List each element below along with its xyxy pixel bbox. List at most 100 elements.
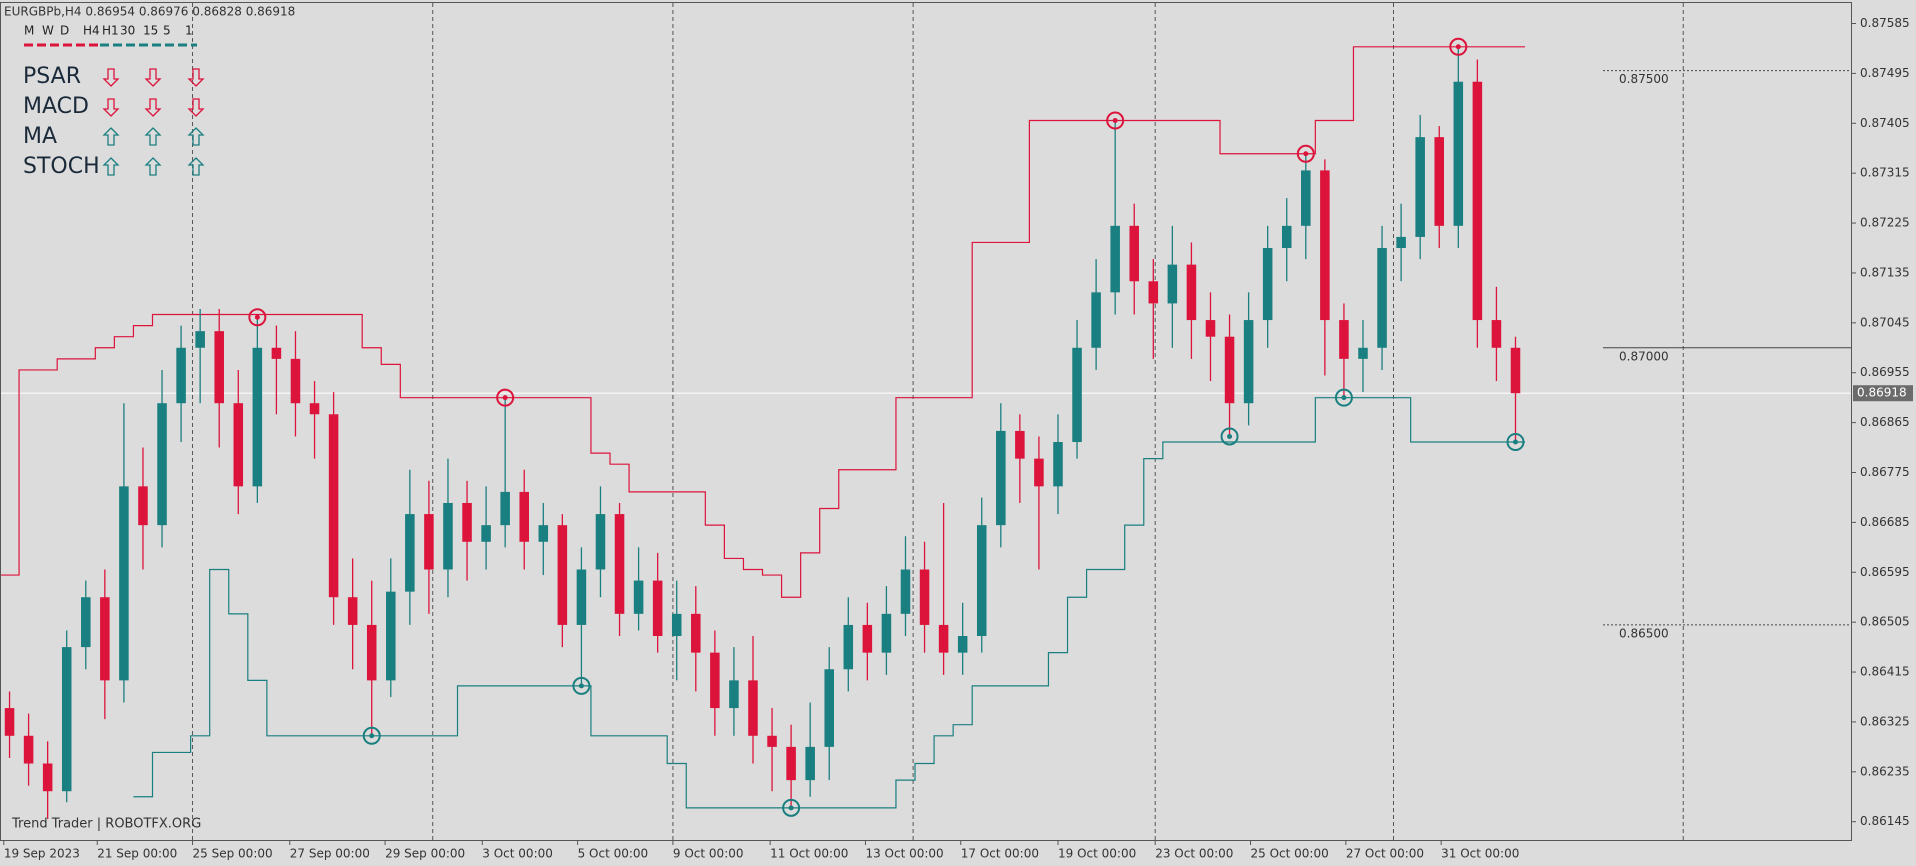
x-tick-label: 9 Oct 00:00 bbox=[673, 847, 744, 861]
signal-arrow bbox=[187, 127, 205, 146]
candle-body bbox=[1510, 347, 1521, 394]
candle-body bbox=[1224, 336, 1235, 404]
x-tick-label: 25 Oct 00:00 bbox=[1251, 847, 1329, 861]
candle-body bbox=[42, 763, 53, 792]
sell-signal bbox=[496, 388, 515, 407]
buy-signal bbox=[782, 798, 801, 817]
y-tick-label: 0.86865 bbox=[1860, 415, 1910, 429]
sell-signal bbox=[1449, 37, 1468, 56]
candle-body bbox=[1320, 170, 1330, 321]
indicator-name: PSAR bbox=[23, 64, 81, 89]
signal-arrow bbox=[144, 68, 162, 87]
y-tick-label: 0.87405 bbox=[1860, 116, 1910, 130]
candle-body bbox=[347, 597, 358, 625]
candle-body bbox=[81, 597, 91, 648]
x-tick-label: 21 Sep 00:00 bbox=[97, 847, 177, 861]
candle-body bbox=[1262, 248, 1273, 321]
signal-arrow bbox=[187, 68, 205, 87]
buy-signal-dot bbox=[1512, 439, 1518, 445]
timeframe-button[interactable]: H4 bbox=[83, 24, 100, 38]
sell-signal-dot bbox=[1303, 151, 1309, 157]
indicator-name: STOCH bbox=[23, 154, 100, 179]
candle-body bbox=[443, 502, 453, 570]
y-tick-label: 0.87315 bbox=[1860, 166, 1910, 180]
candle-body bbox=[1186, 264, 1197, 321]
y-tick-label: 0.86235 bbox=[1860, 764, 1910, 778]
candle-body bbox=[1434, 137, 1445, 226]
candle-body bbox=[309, 403, 320, 415]
symbol-line: EURGBPb,H4 0.86954 0.86976 0.86828 0.869… bbox=[4, 5, 295, 19]
candle-body bbox=[1053, 442, 1063, 487]
last-price-label: 0.86918 bbox=[1857, 386, 1907, 400]
candle-body bbox=[1205, 320, 1216, 337]
signal-arrow bbox=[144, 157, 162, 176]
x-tick-label: 29 Sep 00:00 bbox=[385, 847, 465, 861]
timeframe-button[interactable]: 15 bbox=[143, 24, 158, 38]
candle-body bbox=[1472, 81, 1483, 321]
sell-signal-dot bbox=[1455, 44, 1461, 50]
signal-arrow bbox=[102, 98, 120, 117]
last-price-box bbox=[1853, 385, 1913, 402]
x-tick-label: 5 Oct 00:00 bbox=[578, 847, 649, 861]
buy-signal bbox=[1506, 433, 1525, 452]
buy-signal bbox=[572, 676, 591, 695]
x-tick-label: 31 Oct 00:00 bbox=[1441, 847, 1519, 861]
candle-body bbox=[271, 347, 282, 359]
signal-arrow bbox=[102, 127, 120, 146]
y-tick-label: 0.86775 bbox=[1860, 465, 1910, 479]
candle-body bbox=[976, 525, 987, 637]
plot-frame bbox=[0, 2, 1852, 841]
y-tick-label: 0.87225 bbox=[1860, 216, 1910, 230]
candle-body bbox=[671, 613, 682, 637]
buy-signal bbox=[1220, 427, 1239, 446]
candle-body bbox=[1281, 225, 1292, 249]
timeframe-button[interactable]: 5 bbox=[163, 24, 171, 38]
candle-body bbox=[957, 636, 968, 653]
plot-area: 0.87585 0.87495 0.87405 0.87315 0.87225 0.871… bbox=[0, 3, 1913, 861]
signal-arrow bbox=[102, 68, 120, 87]
candle-body bbox=[500, 491, 510, 526]
candle-body bbox=[290, 358, 301, 404]
indicator-name: MA bbox=[23, 124, 57, 149]
y-tick-label: 0.87135 bbox=[1860, 265, 1910, 279]
candle-body bbox=[1301, 170, 1311, 226]
y-tick-label: 0.86325 bbox=[1860, 714, 1910, 728]
candle-body bbox=[405, 514, 415, 592]
level-label: 0.86500 bbox=[1619, 626, 1669, 640]
sell-signal-dot bbox=[1112, 118, 1118, 124]
timeframe-button[interactable]: H1 bbox=[102, 24, 119, 38]
candle-body bbox=[614, 514, 625, 614]
timeframe-button[interactable]: 1 bbox=[185, 24, 193, 38]
x-tick-label: 11 Oct 00:00 bbox=[770, 847, 848, 861]
y-tick-label: 0.86955 bbox=[1860, 365, 1910, 379]
candle-body bbox=[119, 486, 129, 681]
candle-body bbox=[824, 669, 834, 747]
x-tick-label: 19 Sep 2023 bbox=[4, 847, 80, 861]
candle-body bbox=[4, 708, 15, 736]
candle-body bbox=[1091, 292, 1101, 348]
candle-body bbox=[176, 347, 186, 404]
timeframe-button[interactable]: D bbox=[60, 24, 69, 38]
timeframe-button[interactable]: M bbox=[24, 24, 34, 38]
candle-body bbox=[538, 525, 549, 542]
timeframe-button[interactable]: W bbox=[42, 24, 54, 38]
sell-signal bbox=[248, 308, 267, 327]
y-tick-label: 0.86505 bbox=[1860, 615, 1910, 629]
candle-body bbox=[1243, 320, 1254, 404]
upper-stop-line bbox=[0, 46, 1526, 598]
candle-body bbox=[233, 403, 244, 487]
candle-body bbox=[767, 735, 777, 747]
signal-arrow bbox=[187, 157, 205, 176]
level-label: 0.87000 bbox=[1619, 349, 1669, 363]
signal-arrow bbox=[144, 127, 162, 146]
candle-body bbox=[1396, 236, 1406, 249]
candle-body bbox=[1015, 430, 1025, 459]
timeframe-button[interactable]: 30 bbox=[120, 24, 135, 38]
candle-body bbox=[1358, 347, 1368, 359]
candle-body bbox=[328, 414, 339, 598]
indicator-name: MACD bbox=[23, 94, 89, 119]
candle-body bbox=[691, 613, 701, 653]
y-tick-label: 0.87045 bbox=[1860, 315, 1910, 329]
y-tick-label: 0.87495 bbox=[1860, 66, 1910, 80]
